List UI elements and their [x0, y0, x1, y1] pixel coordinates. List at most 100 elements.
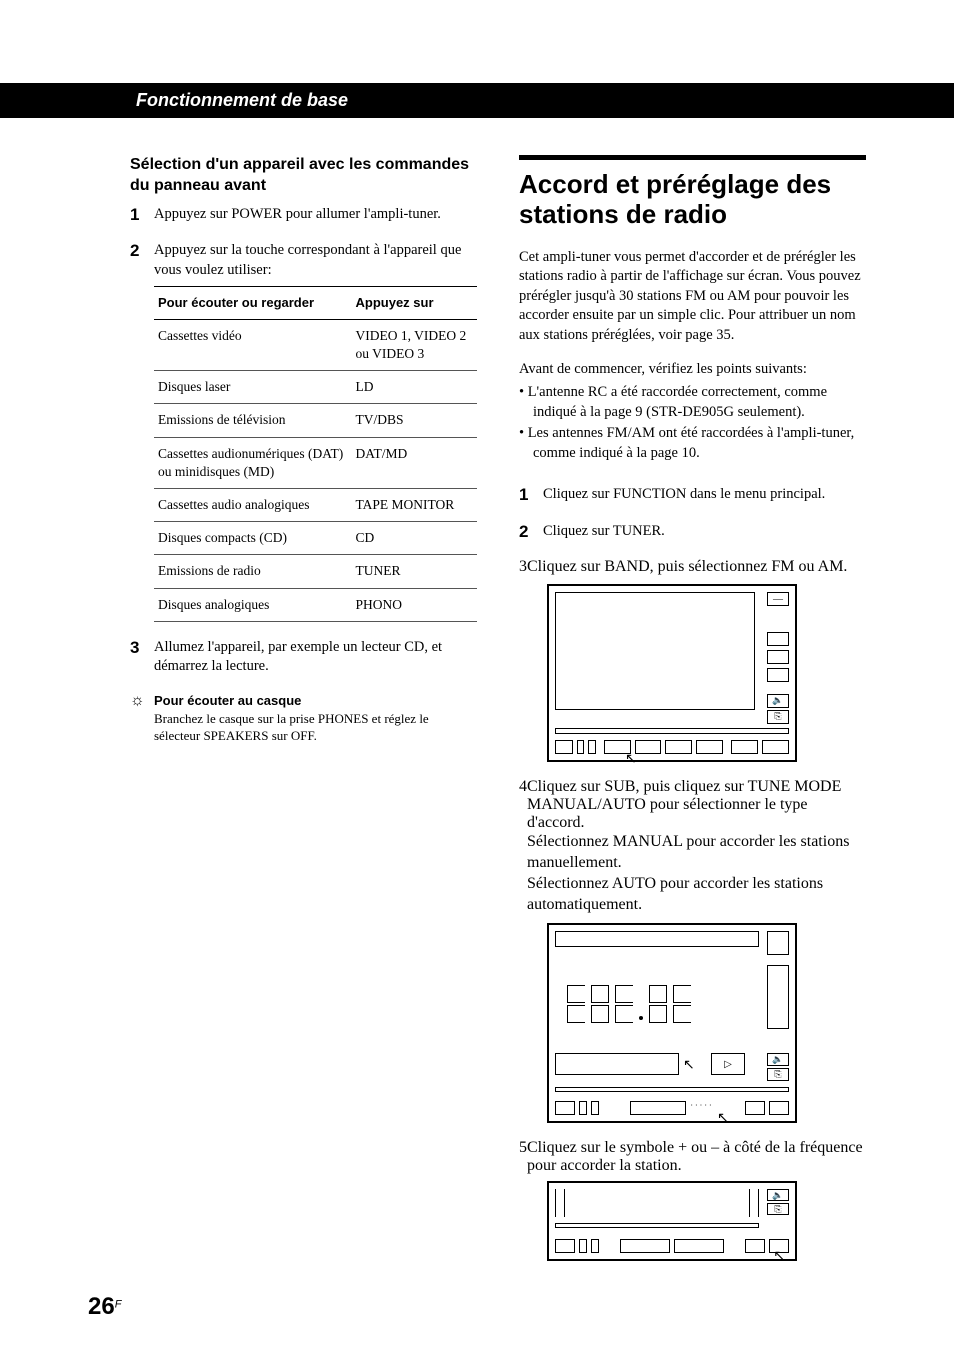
- step-number: 3: [130, 638, 154, 677]
- right-column: Accord et préréglage des stations de rad…: [519, 155, 866, 1277]
- table-cell: CD: [352, 522, 478, 555]
- exit-icon: ⎘: [767, 1203, 789, 1215]
- exit-icon: ⎘: [767, 1068, 789, 1081]
- step-number: 2: [519, 522, 543, 542]
- table-row: Disques laserLD: [154, 371, 477, 404]
- precheck-item: L'antenne RC a été raccordée correctemen…: [519, 383, 866, 422]
- right-button-stack: [767, 632, 789, 686]
- table-row: Disques compacts (CD)CD: [154, 522, 477, 555]
- diagram-band-select: — 🔈 ⎘ ↖: [547, 584, 797, 762]
- left-section-title: Sélection d'un appareil avec les command…: [130, 155, 477, 197]
- table-header: Appuyez sur: [352, 287, 478, 320]
- right-bar: [749, 1189, 759, 1217]
- bottom-button-row: [555, 1239, 789, 1253]
- top-field: [555, 931, 759, 947]
- frequency-display: [555, 959, 759, 1045]
- bottom-button-row: ·····: [555, 1101, 789, 1115]
- speaker-icon: 🔈: [767, 694, 789, 708]
- diagram-tune-mode: ↖ ▷ 🔈 ⎘ ····· ↖: [547, 923, 797, 1123]
- step-extra: Sélectionnez AUTO pour accorder les stat…: [527, 875, 823, 913]
- table-row: Cassettes audionumériques (DAT) ou minid…: [154, 437, 477, 488]
- table-cell: TUNER: [352, 555, 478, 588]
- table-row: Emissions de radioTUNER: [154, 555, 477, 588]
- table-header: Pour écouter ou regarder: [154, 287, 352, 320]
- content-columns: Sélection d'un appareil avec les command…: [130, 155, 866, 1277]
- table-cell: Cassettes vidéo: [154, 319, 352, 370]
- right-panel-box: [767, 931, 789, 955]
- speaker-icon: 🔈: [767, 1053, 789, 1066]
- step-number: 1: [519, 485, 543, 505]
- table-cell: Disques analogiques: [154, 588, 352, 621]
- precheck-lead: Avant de commencer, vérifiez les points …: [519, 360, 866, 380]
- step-number: 1: [130, 205, 154, 225]
- table-cell: DAT/MD: [352, 437, 478, 488]
- page-number-value: 26: [88, 1293, 115, 1320]
- table-row: Emissions de télévisionTV/DBS: [154, 404, 477, 437]
- slider-track: [555, 1087, 789, 1092]
- cursor-icon: ↖: [717, 1110, 729, 1127]
- tip-text: Branchez le casque sur la prise PHONES e…: [154, 711, 477, 745]
- step-text-with-table: Appuyez sur la touche correspondant à l'…: [154, 241, 477, 622]
- slider-track: [555, 1223, 759, 1228]
- table-cell: VIDEO 1, VIDEO 2 ou VIDEO 3: [352, 319, 478, 370]
- header-title: Fonctionnement de base: [136, 90, 348, 111]
- mode-field: [555, 1053, 679, 1075]
- speaker-icon: 🔈: [767, 1189, 789, 1201]
- table-cell: PHONO: [352, 588, 478, 621]
- table-cell: Emissions de télévision: [154, 404, 352, 437]
- right-step-4: 4 Cliquez sur SUB, puis cliquez sur TUNE…: [519, 778, 866, 1123]
- step-extra: Sélectionnez MANUAL pour accorder les st…: [527, 833, 849, 871]
- left-steps: 1 Appuyez sur POWER pour allumer l'ampli…: [130, 205, 477, 677]
- table-row: Cassettes vidéoVIDEO 1, VIDEO 2 ou VIDEO…: [154, 319, 477, 370]
- table-cell: Emissions de radio: [154, 555, 352, 588]
- table-cell: Disques laser: [154, 371, 352, 404]
- table-cell: Disques compacts (CD): [154, 522, 352, 555]
- left-step-3: 3 Allumez l'appareil, par exemple un lec…: [130, 638, 477, 677]
- right-step-1: 1 Cliquez sur FUNCTION dans le menu prin…: [519, 485, 866, 505]
- page-number-suffix: F: [115, 1299, 122, 1311]
- tip-title: Pour écouter au casque: [154, 693, 477, 708]
- minus-button-icon: —: [767, 592, 789, 606]
- exit-icon: ⎘: [767, 710, 789, 724]
- right-step-3: 3 Cliquez sur BAND, puis sélectionnez FM…: [519, 558, 866, 762]
- play-button-icon: ▷: [711, 1053, 745, 1075]
- right-step-2: 2 Cliquez sur TUNER.: [519, 522, 866, 542]
- right-step-5: 5 Cliquez sur le symbole + ou – à côté d…: [519, 1139, 866, 1261]
- step-text: Cliquez sur BAND, puis sélectionnez FM o…: [527, 558, 847, 576]
- precheck-list: L'antenne RC a été raccordée correctemen…: [519, 383, 866, 463]
- tip-icon: ☼: [130, 693, 154, 745]
- slider-track: [555, 728, 789, 734]
- right-title: Accord et préréglage des stations de rad…: [519, 155, 866, 230]
- screen-area: [555, 592, 755, 710]
- precheck-item: Les antennes FM/AM ont été raccordées à …: [519, 424, 866, 463]
- step-text-group: Cliquez sur SUB, puis cliquez sur TUNE M…: [527, 778, 866, 915]
- left-column: Sélection d'un appareil avec les command…: [130, 155, 477, 1277]
- step-number: 4: [519, 778, 527, 915]
- step-number: 5: [519, 1139, 527, 1175]
- step-text: Appuyez sur POWER pour allumer l'ampli-t…: [154, 205, 477, 225]
- step-number: 2: [130, 241, 154, 622]
- step-text: Appuyez sur la touche correspondant à l'…: [154, 242, 461, 278]
- table-cell: Cassettes audionumériques (DAT) ou minid…: [154, 437, 352, 488]
- step-text: Allumez l'appareil, par exemple un lecte…: [154, 638, 477, 677]
- table-cell: TAPE MONITOR: [352, 488, 478, 521]
- device-table: Pour écouter ou regarder Appuyez sur Cas…: [154, 286, 477, 622]
- step-number: 3: [519, 558, 527, 576]
- table-cell: TV/DBS: [352, 404, 478, 437]
- left-bar: [555, 1189, 565, 1217]
- step-text: Cliquez sur le symbole + ou – à côté de …: [527, 1139, 866, 1175]
- table-row: Cassettes audio analogiquesTAPE MONITOR: [154, 488, 477, 521]
- table-row: Disques analogiquesPHONO: [154, 588, 477, 621]
- bottom-button-row: [555, 740, 789, 754]
- cursor-icon: ↖: [625, 751, 637, 768]
- scale-box: [767, 965, 789, 1029]
- left-step-2: 2 Appuyez sur la touche correspondant à …: [130, 241, 477, 622]
- diagram-tune-plus-minus: 🔈 ⎘ ↖: [547, 1181, 797, 1261]
- tip-block: ☼ Pour écouter au casque Branchez le cas…: [130, 693, 477, 745]
- right-intro: Cet ampli-tuner vous permet d'accorder e…: [519, 248, 866, 346]
- cursor-icon: ↖: [683, 1057, 695, 1074]
- page-number: 26F: [88, 1293, 121, 1321]
- left-step-1: 1 Appuyez sur POWER pour allumer l'ampli…: [130, 205, 477, 225]
- right-steps: 1 Cliquez sur FUNCTION dans le menu prin…: [519, 485, 866, 1261]
- cursor-icon: ↖: [773, 1248, 785, 1265]
